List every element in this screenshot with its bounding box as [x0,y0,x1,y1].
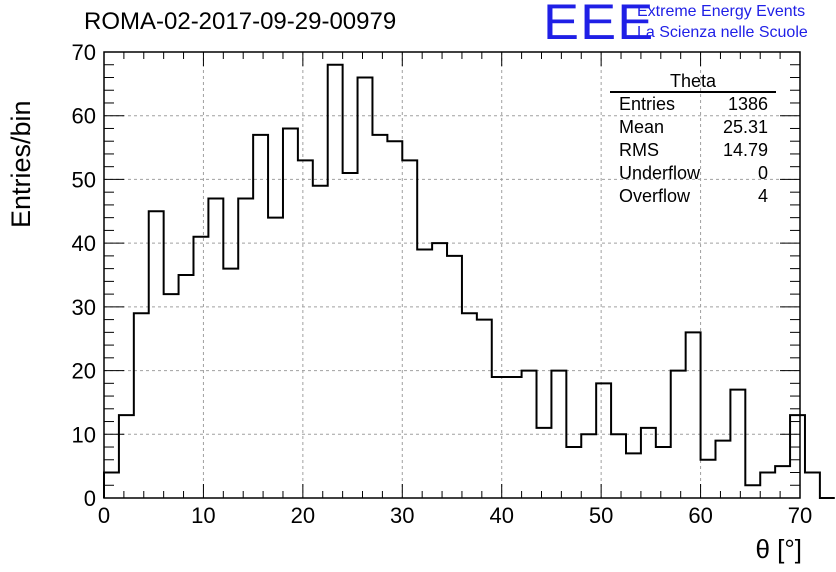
x-tick-label: 0 [98,503,110,528]
logo-caption-line2: La Scienza nelle Scuole [637,24,808,41]
stats-label: Overflow [619,186,691,206]
x-tick-label: 20 [291,503,315,528]
stats-label: Mean [619,117,665,137]
stats-label: Underflow [619,163,701,183]
y-tick-label: 70 [72,40,96,65]
y-tick-label: 50 [72,167,96,192]
x-tick-label: 60 [688,503,712,528]
y-tick-label: 30 [72,295,96,320]
x-tick-labels: 0 10 20 30 40 50 60 70 [98,503,812,528]
y-tick-label: 60 [72,104,96,129]
axis-ticks [103,51,801,499]
logo-caption-line1: Extreme Energy Events [637,3,806,20]
stats-value: 4 [757,186,768,206]
x-tick-label: 40 [489,503,513,528]
stats-label: RMS [619,140,659,160]
y-tick-labels: 0 10 20 30 40 50 60 70 [72,40,96,511]
y-tick-label: 20 [72,359,96,384]
stats-row-rms: RMS 14.79 [610,139,776,162]
stats-row-mean: Mean 25.31 [610,116,776,139]
y-tick-label: 0 [84,486,96,511]
y-axis-label: Entries/bin [6,100,36,228]
stats-label: Entries [619,94,676,114]
y-tick-label: 40 [72,231,96,256]
stats-value: 0 [757,163,768,183]
x-tick-label: 30 [390,503,414,528]
stats-value: 14.79 [722,140,768,160]
stats-row-overflow: Overflow 4 [610,185,776,208]
grid-lines [104,52,800,498]
y-tick-label: 10 [72,422,96,447]
stats-value: 1386 [727,94,768,114]
plot-frame [103,51,801,499]
stats-box: Theta Entries 1386 Mean 25.31 RMS 14.79 … [610,72,776,208]
stats-value: 25.31 [722,117,768,137]
stats-title: Theta [610,72,776,93]
x-axis-label: θ [°] [755,534,802,564]
eee-logo: EEE [543,0,655,50]
x-tick-label: 70 [788,503,812,528]
run-title: ROMA-02-2017-09-29-00979 [84,8,397,35]
x-tick-label: 10 [191,503,215,528]
stats-row-underflow: Underflow 0 [610,162,776,185]
stats-row-entries: Entries 1386 [610,93,776,116]
histogram-step-line [103,63,835,499]
x-tick-label: 50 [589,503,613,528]
